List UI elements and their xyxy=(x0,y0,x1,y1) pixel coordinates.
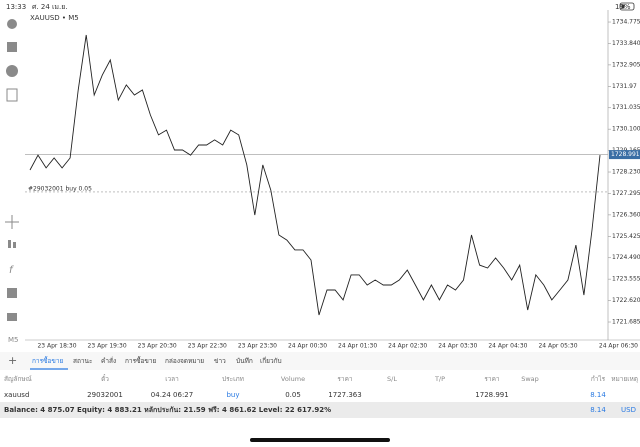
cell-open-price: 1727.363 xyxy=(328,391,361,399)
x-tick-label: 24 Apr 01:30 xyxy=(338,343,377,350)
y-tick-label: 1730.100 xyxy=(612,126,640,133)
column-header: หมายเหตุ xyxy=(611,375,638,383)
tab[interactable]: ข่าว xyxy=(214,357,226,365)
price-line xyxy=(29,34,601,316)
y-tick-label: 1733.840 xyxy=(612,40,640,47)
cell-profit: 8.14 xyxy=(590,391,606,399)
column-header: Swap xyxy=(521,375,539,383)
column-header: ประเภท xyxy=(222,375,244,383)
x-tick-label: 23 Apr 22:30 xyxy=(188,343,227,350)
tab[interactable]: กล่องจดหมาย xyxy=(165,357,204,365)
y-tick-label: 1731.97 xyxy=(612,83,637,90)
tool-icon[interactable]: f xyxy=(9,265,14,276)
tabs-bar xyxy=(0,352,640,370)
current-price-box xyxy=(609,150,640,160)
x-tick-label: 24 Apr 04:30 xyxy=(488,343,527,350)
x-tick-label: 24 Apr 03:30 xyxy=(438,343,477,350)
battery-icon xyxy=(619,2,635,11)
y-tick-label: 1731.035 xyxy=(612,104,640,111)
tool-icon[interactable] xyxy=(7,19,17,29)
tool-icon[interactable]: M5 xyxy=(8,336,19,344)
current-price-label: 1728.991 xyxy=(611,151,640,158)
left-toolbar[interactable]: f M5 xyxy=(5,19,19,344)
x-tick-label: 23 Apr 19:30 xyxy=(88,343,127,350)
tool-icon[interactable] xyxy=(5,215,19,229)
balance-currency: USD xyxy=(621,406,636,414)
column-header: T/P xyxy=(434,375,445,383)
y-tick-label: 1721.685 xyxy=(612,319,640,326)
home-indicator xyxy=(250,438,390,442)
tab[interactable]: สถานะ xyxy=(73,357,93,365)
balance-text: Balance: 4 875.07 Equity: 4 883.21 หลักป… xyxy=(4,406,331,414)
tool-icon[interactable] xyxy=(6,65,18,77)
column-header: ราคา xyxy=(337,375,352,383)
y-tick-label: 1723.555 xyxy=(612,276,640,283)
tab[interactable]: เกี่ยวกับ xyxy=(260,356,282,365)
tool-icon[interactable] xyxy=(13,242,16,248)
y-tick-label: 1722.620 xyxy=(612,297,640,304)
y-tick-label: 1734.775 xyxy=(612,19,640,26)
tab[interactable]: การซื้อขาย xyxy=(32,356,63,365)
tool-icon[interactable] xyxy=(7,288,17,298)
position-label: #29032001 buy 0.05 xyxy=(28,185,92,192)
x-tick-label: 24 Apr 00:30 xyxy=(288,343,327,350)
y-tick-label: 1732.905 xyxy=(612,61,640,68)
tab[interactable]: การซื้อขาย xyxy=(125,356,156,365)
cell-price: 1728.991 xyxy=(475,391,508,399)
cell-type: buy xyxy=(226,391,239,399)
add-button[interactable]: + xyxy=(8,354,17,367)
column-header: S/L xyxy=(387,375,397,383)
tool-icon[interactable] xyxy=(7,313,17,321)
tool-icon[interactable] xyxy=(6,88,18,102)
x-tick-label: 23 Apr 23:30 xyxy=(238,343,277,350)
cell-volume: 0.05 xyxy=(285,391,301,399)
y-tick-label: 1726.360 xyxy=(612,211,640,218)
cell-symbol: xauusd xyxy=(4,391,29,399)
y-tick-label: 1728.230 xyxy=(612,169,640,176)
column-header: กำไร xyxy=(591,375,606,383)
y-tick-label: 1724.490 xyxy=(612,254,640,261)
cell-ticket: 29032001 xyxy=(87,391,123,399)
battery-level xyxy=(621,4,625,9)
column-header: สัญลักษณ์ xyxy=(4,375,32,383)
x-tick-label: 24 Apr 05:30 xyxy=(538,343,577,350)
tab[interactable]: คำสั่ง xyxy=(101,356,116,365)
column-header: เวลา xyxy=(165,375,179,383)
cell-time: 04.24 06:27 xyxy=(151,391,193,399)
column-header: ตั๋ว xyxy=(101,374,109,383)
x-tick-label: 23 Apr 18:30 xyxy=(37,343,76,350)
chart-symbol: XAUUSD • M5 xyxy=(30,14,79,22)
balance-profit: 8.14 xyxy=(590,406,606,414)
column-header: ราคา xyxy=(484,375,499,383)
status-time: 13:33 xyxy=(6,3,26,11)
y-tick-label: 1725.425 xyxy=(612,233,640,240)
x-tick-label: 23 Apr 20:30 xyxy=(138,343,177,350)
x-tick-label: 24 Apr 06:30 xyxy=(599,343,638,350)
balance-bar xyxy=(0,402,640,418)
x-tick-label: 24 Apr 02:30 xyxy=(388,343,427,350)
tool-icon[interactable] xyxy=(8,240,11,248)
tool-icon[interactable] xyxy=(7,42,17,52)
tab[interactable]: บันทึก xyxy=(236,357,253,365)
status-date: ศ. 24 เม.ย. xyxy=(32,3,68,11)
column-header: Volume xyxy=(281,375,305,383)
y-tick-label: 1727.295 xyxy=(612,190,640,197)
